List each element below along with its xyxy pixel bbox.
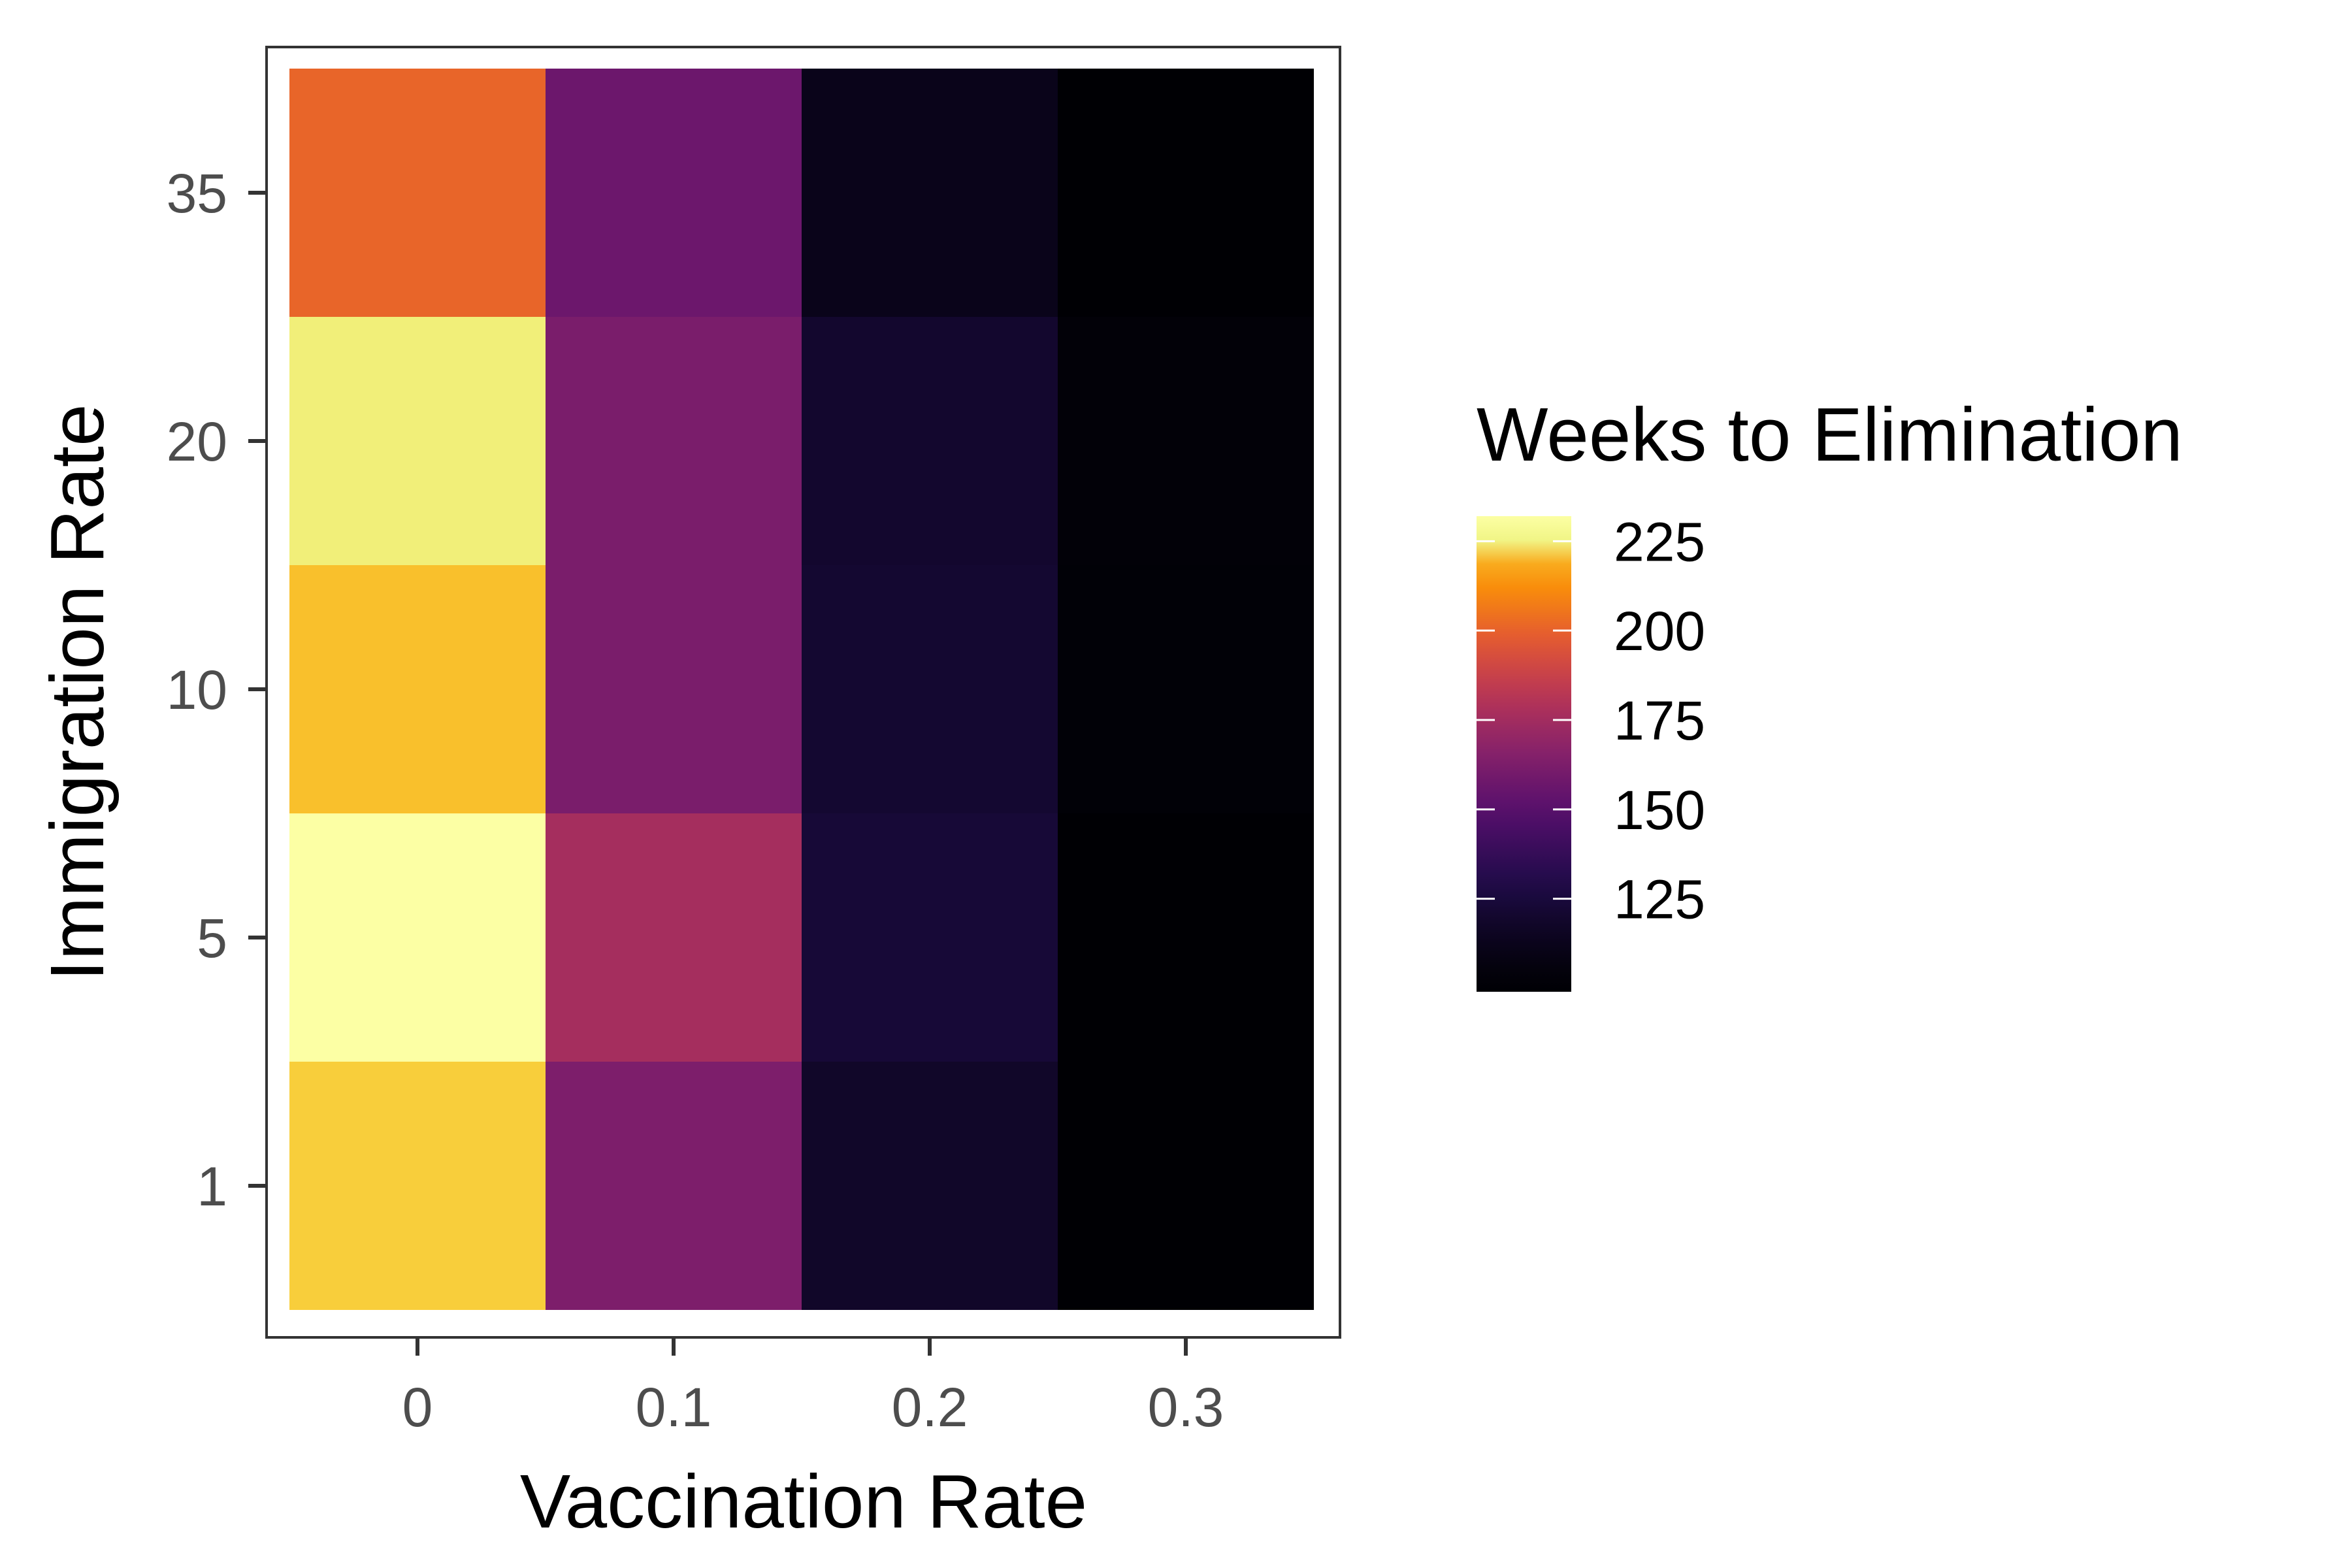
heatmap-cell: [802, 69, 1058, 317]
legend-ticks: 125 150 175 200 225: [1477, 511, 1705, 930]
legend-label: 225: [1614, 511, 1705, 572]
y-tick-label: 20: [167, 411, 227, 472]
heatmap-cell: [1058, 317, 1314, 565]
heatmap-cell: [289, 813, 546, 1062]
x-tick-label: 0.1: [636, 1377, 712, 1438]
y-axis-title: Immigration Rate: [35, 404, 120, 981]
heatmap-cell: [546, 813, 802, 1062]
heatmap-cell: [289, 565, 546, 813]
y-tick-label: 35: [167, 163, 227, 224]
panel-border: [265, 46, 1341, 1339]
heatmap-cell: [1058, 565, 1314, 813]
heatmap-cell: [1058, 69, 1314, 317]
heatmap-cell: [289, 1062, 546, 1310]
y-tick-label: 5: [197, 907, 227, 969]
x-tick-label: 0.3: [1148, 1377, 1224, 1438]
y-axis-ticks: 1 5 10 20 35: [167, 163, 267, 1217]
heatmap-cell: [802, 317, 1058, 565]
y-tick-label: 10: [167, 659, 227, 721]
x-tick-label: 0.2: [892, 1377, 968, 1438]
legend-title: Weeks to Elimination: [1477, 392, 2183, 477]
heatmap-cell: [546, 1062, 802, 1310]
legend-label: 150: [1614, 779, 1705, 841]
heatmap-cell: [802, 1062, 1058, 1310]
heatmap-cell: [802, 565, 1058, 813]
heatmap-cell: [289, 317, 546, 565]
heatmap-cell: [546, 69, 802, 317]
heatmap-cell: [546, 565, 802, 813]
x-tick-label: 0: [402, 1377, 433, 1438]
heatmap-cell: [1058, 813, 1314, 1062]
legend-label: 200: [1614, 600, 1705, 662]
heatmap-cell: [1058, 1062, 1314, 1310]
heatmap-cell: [546, 317, 802, 565]
heatmap-tiles: [289, 69, 1314, 1310]
legend-label: 125: [1614, 869, 1705, 930]
colorbar: [1477, 516, 1571, 992]
heatmap-cell: [289, 69, 546, 317]
legend-label: 175: [1614, 690, 1705, 751]
y-tick-label: 1: [197, 1156, 227, 1217]
x-axis-title: Vaccination Rate: [520, 1459, 1087, 1544]
color-legend: Weeks to Elimination 125 150 175 200 225: [1477, 392, 2183, 992]
x-axis-ticks: 0 0.1 0.2 0.3: [402, 1337, 1224, 1438]
heatmap-cell: [802, 813, 1058, 1062]
